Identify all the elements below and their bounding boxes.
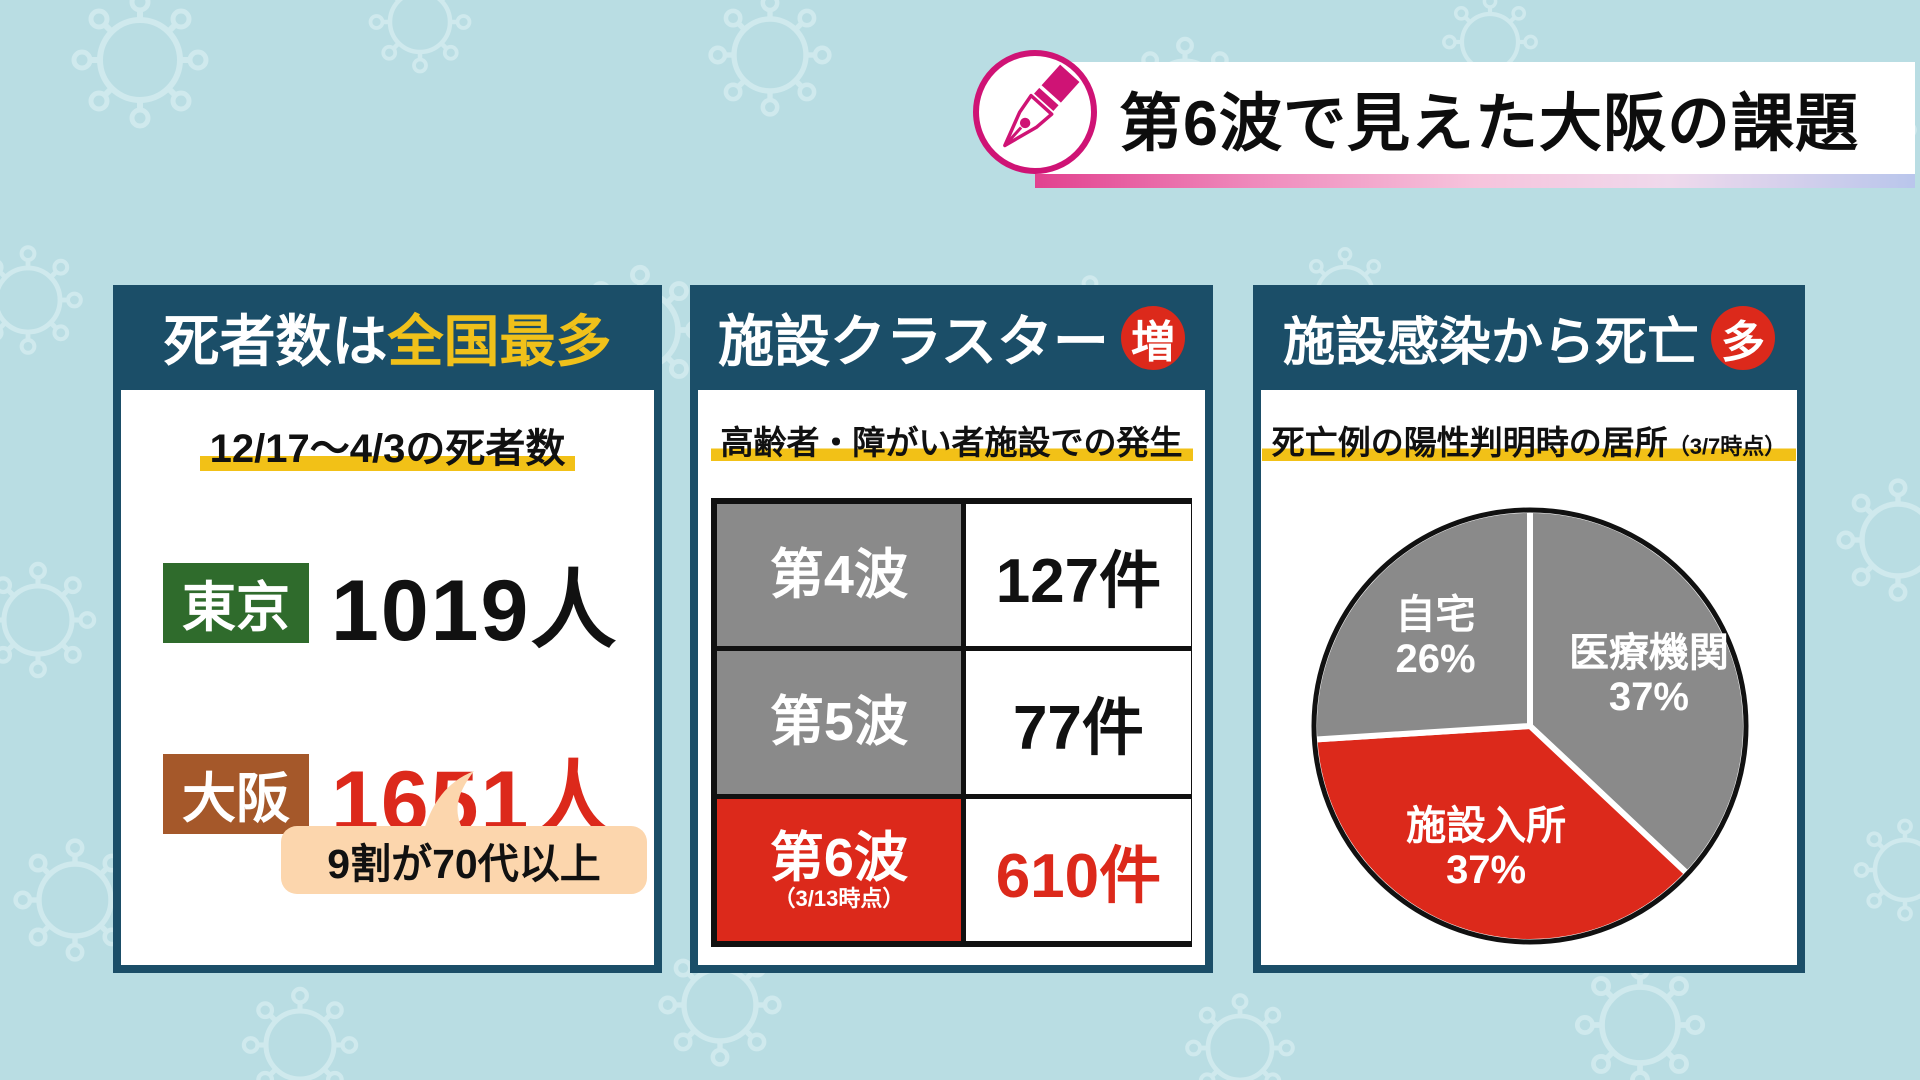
virus-outline-icon [244, 989, 356, 1080]
clusters-subtitle: 高齢者・障がい者施設での発生 [698, 416, 1205, 464]
death-toll-subtitle: 12/17〜4/3の死者数 [121, 416, 654, 474]
virus-outline-icon [0, 247, 81, 353]
pie-chart: 医療機関 37% 施設入所 37% 自宅 26% [1261, 390, 1797, 965]
panel-death-toll-body: 12/17〜4/3の死者数 東京 1019人 大阪 1651人 9割が70代以上 [121, 390, 654, 965]
region-label-tokyo: 東京 [163, 562, 309, 643]
panel-death-toll-header: 死者数は 全国最多 [113, 285, 662, 390]
header-text: 施設クラスター [718, 310, 1109, 373]
virus-outline-icon [1577, 962, 1702, 1080]
page-title: 第6波で見えた大阪の課題 [1119, 88, 1860, 159]
region-label-osaka: 大阪 [163, 753, 309, 834]
header-text-yellow: 全国最多 [387, 310, 612, 373]
panel-facility-deaths: 施設感染から死亡 多 死亡例の陽性判明時の居所（3/7時点） 医療機関 37% 施設… [1253, 285, 1805, 973]
many-badge: 多 [1711, 305, 1775, 370]
virus-outline-icon [1856, 821, 1920, 920]
subtitle-main: 死亡例の陽性判明時の居所 [1271, 424, 1668, 461]
panel-facility-deaths-body: 死亡例の陽性判明時の居所（3/7時点） 医療機関 37% 施設入所 37% 自宅 26% [1261, 390, 1797, 965]
virus-outline-icon [1187, 995, 1293, 1080]
panel-facility-clusters-header: 施設クラスター 増 [690, 285, 1213, 390]
table-cell-wave5-value: 77件 [965, 651, 1191, 794]
pen-nib-icon [973, 50, 1097, 174]
header-text-white: 死者数は [163, 310, 388, 373]
table-cell-wave6-value: 610件 [965, 798, 1191, 941]
wave6-label-text: 第6波 [769, 827, 908, 888]
subtitle-highlight: 死亡例の陽性判明時の居所（3/7時点） [1261, 424, 1797, 461]
panel-facility-deaths-header: 施設感染から死亡 多 [1253, 285, 1805, 390]
virus-outline-icon [711, 0, 830, 114]
title-bar: 第6波で見えた大阪の課題 [1035, 62, 1915, 174]
death-count-tokyo: 1019人 [331, 563, 619, 659]
increase-badge: 増 [1120, 305, 1185, 370]
panel-facility-clusters: 施設クラスター 増 高齢者・障がい者施設での発生 第4波 127件 第5波 77… [690, 285, 1213, 973]
pie-slice-label: 医療機関 37% [1568, 630, 1729, 719]
virus-outline-icon [1839, 481, 1920, 600]
callout-bubble: 9割が70代以上 [281, 826, 647, 894]
pie-chart-svg [1311, 507, 1749, 945]
subtitle-highlight: 高齢者・障がい者施設での発生 [710, 424, 1193, 461]
wave6-label-note: （3/13時点） [773, 885, 905, 911]
table-cell-wave5-label: 第5波 [717, 651, 961, 794]
pen-nib-glyph [1003, 64, 1080, 148]
pie-outline [1311, 507, 1749, 945]
table-cell-wave6-label: 第6波 （3/13時点） [717, 798, 961, 941]
panel-facility-clusters-body: 高齢者・障がい者施設での発生 第4波 127件 第5波 77件 第6波 （3/1… [698, 390, 1205, 965]
table-cell-wave4-label: 第4波 [717, 504, 961, 647]
stat-row-tokyo: 東京 1019人 [163, 540, 654, 665]
virus-outline-icon [0, 564, 94, 676]
panel-death-toll: 死者数は 全国最多 12/17〜4/3の死者数 東京 1019人 大阪 1651人… [113, 285, 662, 973]
facility-deaths-subtitle: 死亡例の陽性判明時の居所（3/7時点） [1261, 416, 1797, 464]
pie-slice-label: 自宅 26% [1395, 593, 1476, 682]
virus-outline-icon [74, 0, 206, 126]
callout-tail [424, 771, 474, 830]
table-cell-wave4-value: 127件 [965, 504, 1191, 647]
pie-slice-label: 施設入所 37% [1406, 803, 1567, 892]
title-underline-gradient [1035, 174, 1915, 188]
subtitle-highlight: 12/17〜4/3の死者数 [199, 427, 576, 471]
header-text: 施設感染から死亡 [1282, 314, 1699, 372]
virus-outline-icon [371, 0, 470, 72]
subtitle-note: （3/7時点） [1667, 434, 1787, 459]
cluster-table: 第4波 127件 第5波 77件 第6波 （3/13時点） 610件 [711, 498, 1192, 947]
